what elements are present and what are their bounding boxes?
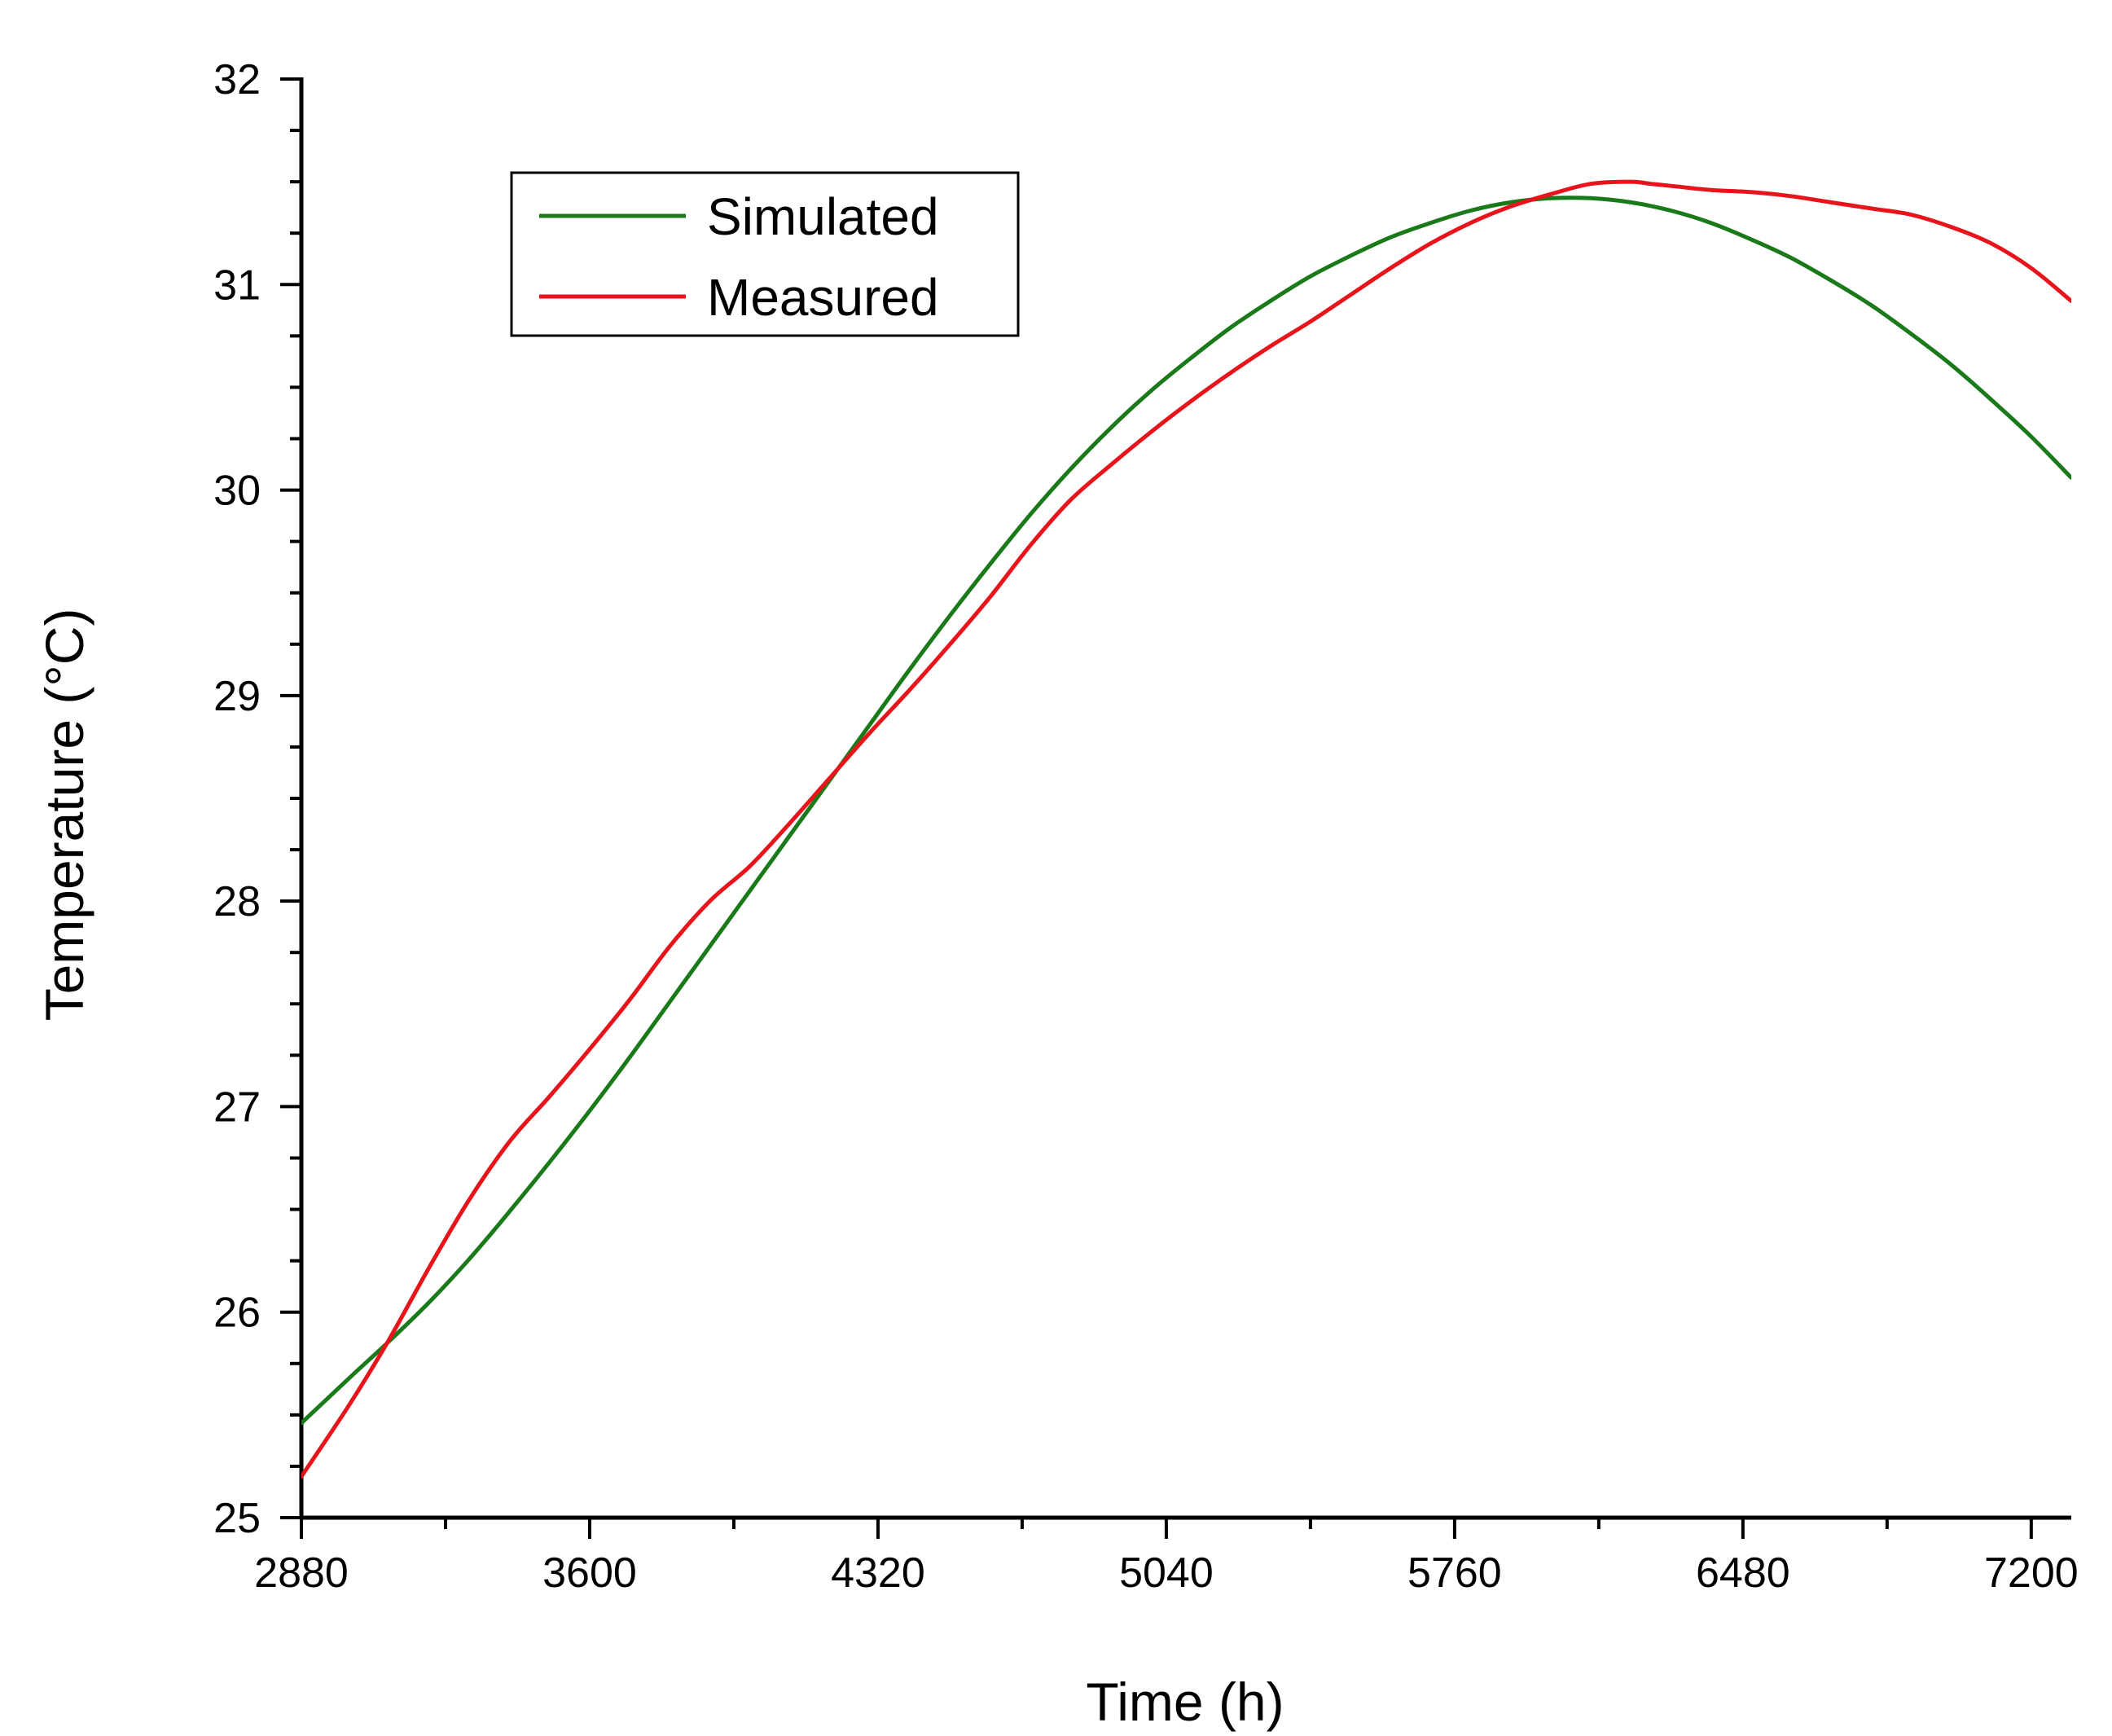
x-tick-label: 5760 bbox=[1407, 1549, 1502, 1597]
x-tick-label: 2880 bbox=[254, 1549, 349, 1597]
x-tick-label: 3600 bbox=[542, 1549, 637, 1597]
y-axis-title: Temperature (°C) bbox=[34, 609, 94, 1022]
y-axis-ticks: 25 26 27 28 29 30 31 32 bbox=[213, 56, 301, 1542]
legend-label-simulated: Simulated bbox=[707, 187, 939, 246]
y-tick-label: 28 bbox=[213, 878, 261, 925]
x-tick-label: 4320 bbox=[831, 1549, 925, 1597]
y-tick-label: 29 bbox=[213, 673, 261, 720]
x-axis-title: Time (h) bbox=[1086, 1672, 1284, 1732]
legend: Simulated Measured bbox=[510, 171, 1020, 337]
x-tick-label: 6480 bbox=[1696, 1549, 1790, 1597]
y-tick-label: 32 bbox=[213, 56, 261, 103]
series-line-measured bbox=[301, 179, 2071, 1479]
y-tick-label: 26 bbox=[213, 1290, 261, 1337]
x-axis-ticks: 2880 3600 4320 5040 5760 6480 7200 bbox=[254, 1518, 2079, 1597]
y-tick-label: 25 bbox=[213, 1495, 261, 1542]
legend-box bbox=[510, 171, 1020, 337]
plot-area bbox=[301, 179, 2071, 1479]
series-line-simulated bbox=[301, 196, 2071, 1426]
y-tick-label: 30 bbox=[213, 468, 261, 515]
x-tick-label: 5040 bbox=[1119, 1549, 1214, 1597]
legend-label-measured: Measured bbox=[707, 268, 939, 327]
y-tick-label: 31 bbox=[213, 261, 261, 309]
x-tick-label: 7200 bbox=[1984, 1549, 2079, 1597]
y-tick-label: 27 bbox=[213, 1083, 261, 1131]
